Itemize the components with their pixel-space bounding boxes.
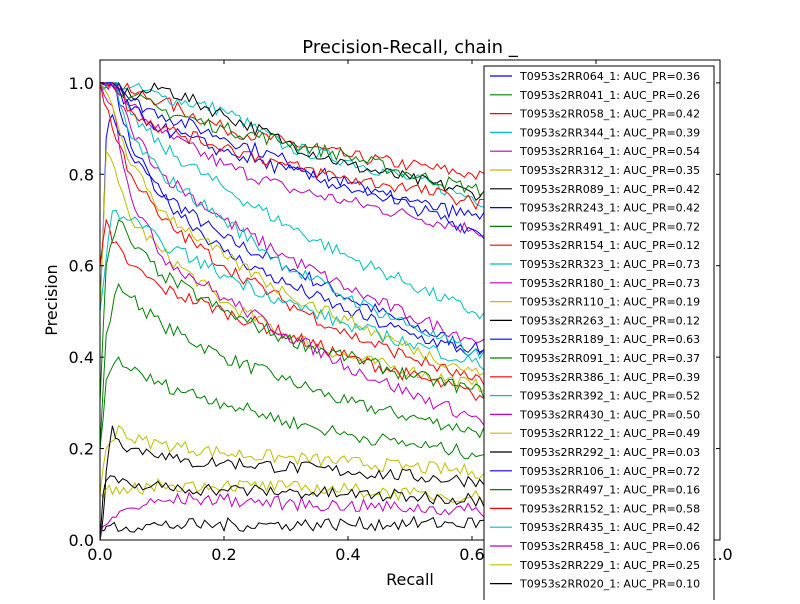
y-tick-label: 0.6 [69, 257, 94, 276]
legend-entry: T0953s2RR263_1: AUC_PR=0.12 [519, 314, 700, 327]
x-tick-label: 0.0 [87, 545, 112, 564]
chart-title: Precision-Recall, chain _ [302, 37, 518, 58]
legend-entry: T0953s2RR020_1: AUC_PR=0.10 [519, 578, 700, 591]
plot-frame [99, 59, 721, 541]
x-tick-label: 0.2 [211, 545, 236, 564]
x-tick-label: 0.4 [335, 545, 360, 564]
legend-entry: T0953s2RR458_1: AUC_PR=0.06 [519, 540, 700, 553]
legend-entry: T0953s2RR243_1: AUC_PR=0.42 [519, 202, 700, 215]
legend-entry: T0953s2RR122_1: AUC_PR=0.49 [519, 427, 700, 440]
legend-entry: T0953s2RR312_1: AUC_PR=0.35 [519, 164, 700, 177]
legend-entry: T0953s2RR323_1: AUC_PR=0.73 [519, 258, 700, 271]
y-tick-label: 0.0 [69, 531, 94, 550]
legend-entry: T0953s2RR106_1: AUC_PR=0.72 [519, 465, 700, 478]
legend-entry: T0953s2RR180_1: AUC_PR=0.73 [519, 277, 700, 290]
y-tick-label: 0.4 [69, 348, 94, 367]
legend-entry: T0953s2RR091_1: AUC_PR=0.37 [519, 352, 700, 365]
legend-entry: T0953s2RR386_1: AUC_PR=0.39 [519, 371, 700, 384]
legend-entry: T0953s2RR164_1: AUC_PR=0.54 [519, 145, 700, 158]
legend-entry: T0953s2RR154_1: AUC_PR=0.12 [519, 239, 700, 252]
legend-entry: T0953s2RR110_1: AUC_PR=0.19 [519, 296, 700, 309]
legend-entry: T0953s2RR430_1: AUC_PR=0.50 [519, 408, 700, 421]
legend-entry: T0953s2RR041_1: AUC_PR=0.26 [519, 89, 700, 102]
legend: T0953s2RR064_1: AUC_PR=0.36 T0953s2RR041_… [483, 65, 715, 604]
legend-entry: T0953s2RR152_1: AUC_PR=0.58 [519, 502, 700, 515]
legend-box [483, 65, 715, 604]
legend-entry: T0953s2RR189_1: AUC_PR=0.63 [519, 333, 700, 346]
y-tick-label: 0.2 [69, 440, 94, 459]
y-tick-label: 0.8 [69, 165, 94, 184]
x-tick-label: 0.6 [459, 545, 484, 564]
legend-entry: T0953s2RR292_1: AUC_PR=0.03 [519, 446, 700, 459]
legend-entry: T0953s2RR497_1: AUC_PR=0.16 [519, 484, 700, 497]
y-tick-label: 1.0 [69, 74, 94, 93]
legend-entry: T0953s2RR344_1: AUC_PR=0.39 [519, 126, 700, 139]
legend-entry: T0953s2RR064_1: AUC_PR=0.36 [519, 70, 700, 83]
legend-entry: T0953s2RR491_1: AUC_PR=0.72 [519, 220, 700, 233]
legend-entry: T0953s2RR392_1: AUC_PR=0.52 [519, 390, 700, 403]
legend-entry: T0953s2RR435_1: AUC_PR=0.42 [519, 521, 700, 534]
x-axis-label: Recall [386, 570, 434, 589]
y-axis-label: Precision [42, 264, 61, 335]
legend-entry: T0953s2RR229_1: AUC_PR=0.25 [519, 559, 700, 572]
legend-entry: T0953s2RR058_1: AUC_PR=0.42 [519, 108, 700, 121]
legend-entry: T0953s2RR089_1: AUC_PR=0.42 [519, 183, 700, 196]
